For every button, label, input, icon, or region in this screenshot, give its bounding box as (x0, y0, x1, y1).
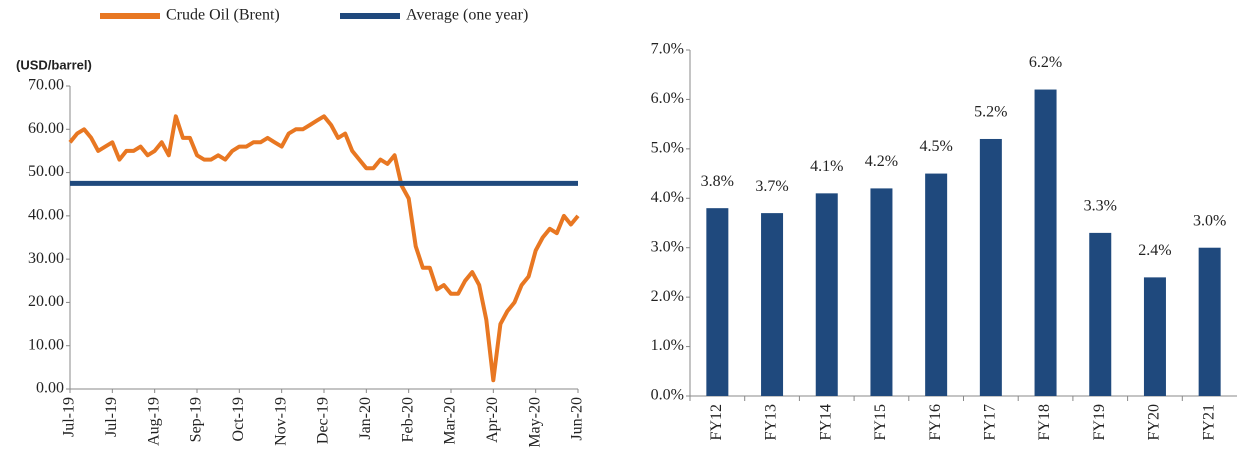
data-label: 6.2% (1029, 54, 1062, 71)
x-tick-label: FY17 (982, 404, 999, 440)
y-axis-label: (USD/barrel) (16, 57, 92, 72)
x-tick-label: FY13 (763, 404, 780, 440)
x-tick-label: Aug-19 (145, 397, 162, 446)
data-label: 3.0% (1193, 212, 1226, 229)
bar (1198, 247, 1221, 396)
bar (925, 173, 948, 396)
x-tick-label: Nov-19 (272, 397, 289, 446)
y-tick-label: 3.0% (651, 238, 684, 255)
data-label: 4.1% (810, 158, 843, 175)
x-tick-label: FY20 (1146, 404, 1163, 440)
y-tick-label: 4.0% (651, 189, 684, 206)
x-tick-label: Jul-19 (61, 397, 78, 437)
data-label: 4.2% (865, 153, 898, 170)
y-tick-label: 10.00 (28, 336, 64, 353)
x-tick-label: Dec-19 (315, 397, 332, 444)
data-label: 4.5% (919, 138, 952, 155)
data-label: 2.4% (1138, 242, 1171, 259)
bar (870, 188, 893, 396)
x-tick-label: FY15 (872, 404, 889, 440)
y-tick-label: 20.00 (28, 293, 64, 310)
bar (1143, 277, 1166, 396)
x-tick-label: Apr-20 (484, 397, 501, 443)
y-tick-label: 0.00 (36, 380, 64, 397)
x-tick-label: Oct-19 (230, 397, 247, 441)
y-tick-label: 40.00 (28, 207, 64, 224)
y-tick-label: 7.0% (651, 41, 684, 58)
x-tick-label: FY12 (708, 404, 725, 440)
legend-label: Average (one year) (406, 7, 528, 24)
line-series (68, 114, 580, 383)
x-tick-label: Jul-19 (103, 397, 120, 437)
y-tick-label: 6.0% (651, 90, 684, 107)
y-tick-label: 50.00 (28, 163, 64, 180)
bar (761, 213, 784, 396)
x-tick-label: FY21 (1200, 404, 1217, 440)
y-tick-label: 5.0% (651, 140, 684, 157)
bar (1089, 232, 1112, 396)
x-tick-label: FY16 (927, 404, 944, 440)
x-tick-label: FY18 (1036, 404, 1053, 440)
data-label: 5.2% (974, 104, 1007, 121)
x-tick-label: Mar-20 (442, 397, 459, 445)
data-label: 3.3% (1084, 198, 1117, 215)
x-tick-label: Feb-20 (399, 397, 416, 442)
bar (815, 193, 838, 396)
x-tick-label: May-20 (526, 397, 543, 448)
y-tick-label: 70.00 (28, 77, 64, 94)
data-label: 3.8% (701, 173, 734, 190)
bar (979, 138, 1002, 396)
x-tick-label: Sep-19 (188, 397, 205, 442)
y-tick-label: 1.0% (651, 337, 684, 354)
bar (1034, 89, 1057, 397)
bar (706, 208, 729, 396)
x-tick-label: FY14 (817, 404, 834, 440)
legend-label: Crude Oil (Brent) (166, 7, 280, 24)
y-tick-label: 0.0% (651, 387, 684, 404)
x-tick-label: Jan-20 (357, 397, 374, 440)
y-tick-label: 60.00 (28, 120, 64, 137)
x-tick-label: FY19 (1091, 404, 1108, 440)
y-tick-label: 2.0% (651, 288, 684, 305)
y-tick-label: 30.00 (28, 250, 64, 267)
data-label: 3.7% (755, 178, 788, 195)
x-tick-label: Jun-20 (569, 397, 586, 441)
